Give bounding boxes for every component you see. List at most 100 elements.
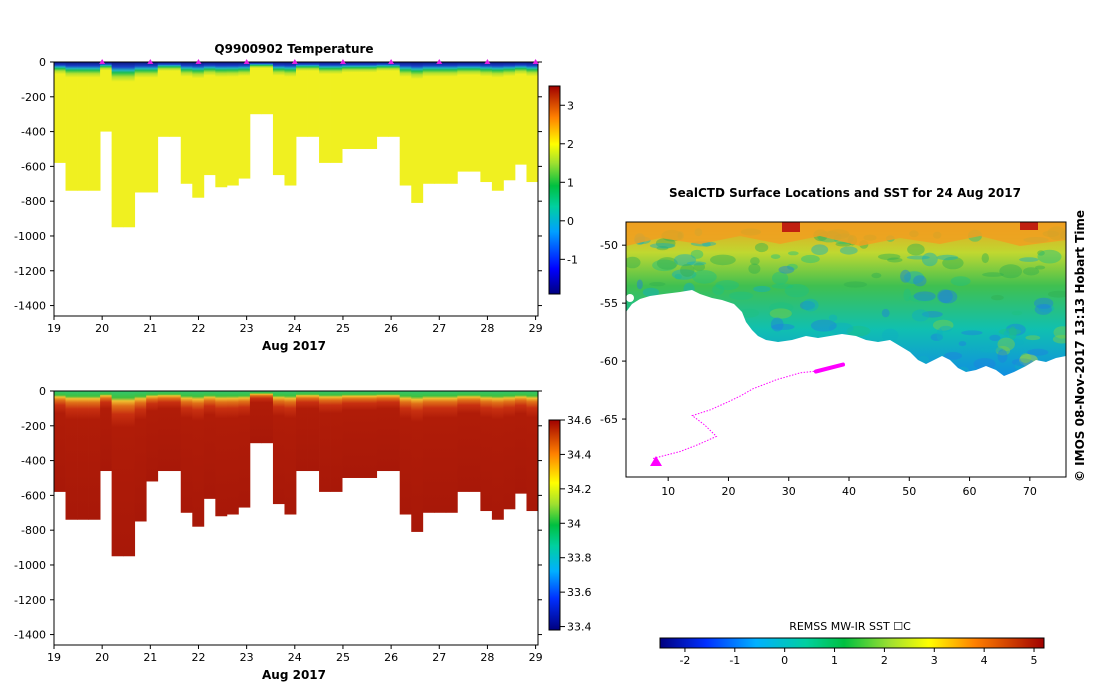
x-tick-label: 26 — [384, 322, 398, 335]
temperature-title: Q9900902 Temperature — [214, 42, 373, 56]
profile-marker — [436, 59, 443, 64]
profile-column — [422, 391, 435, 513]
y-tick-label: -1400 — [14, 629, 46, 642]
profile-column — [457, 62, 470, 172]
profile-column — [353, 62, 366, 149]
y-tick-label: -800 — [21, 195, 46, 208]
x-tick-label: 23 — [240, 651, 254, 664]
profile-column — [411, 62, 424, 203]
x-tick-label: 29 — [529, 651, 543, 664]
temperature-xlabel: Aug 2017 — [262, 339, 326, 353]
profile-column — [503, 62, 516, 181]
profile-column — [100, 62, 113, 132]
colorbar-tick-label: 1 — [567, 176, 574, 189]
profile-column — [353, 391, 366, 478]
x-tick-label: 24 — [288, 322, 302, 335]
colorbar-tick-label: 33.6 — [567, 586, 592, 599]
profile-column — [226, 391, 239, 515]
profile-column — [111, 62, 124, 228]
profile-column — [457, 391, 470, 492]
map-x-tick-label: 30 — [782, 485, 796, 498]
x-tick-label: 20 — [95, 651, 109, 664]
profile-column — [376, 62, 389, 137]
profile-column — [514, 62, 527, 165]
profile-marker — [243, 59, 250, 64]
profile-column — [77, 62, 89, 191]
profile-marker — [484, 59, 491, 64]
profile-column — [365, 391, 378, 478]
sst-map: SealCTD Surface Locations and SST for 24… — [600, 186, 1087, 667]
colorbar-tick-label: 33.4 — [567, 621, 592, 634]
salinity-xlabel: Aug 2017 — [262, 668, 326, 682]
profile-column — [123, 391, 136, 557]
y-tick-label: 0 — [39, 385, 46, 398]
colorbar-tick-label: 34.2 — [567, 483, 592, 496]
map-y-tick-label: -55 — [600, 297, 618, 310]
map-title: SealCTD Surface Locations and SST for 24… — [669, 186, 1021, 200]
profile-column — [123, 62, 136, 228]
profile-column — [445, 391, 458, 513]
profile-column — [434, 62, 447, 184]
profile-column — [319, 62, 331, 163]
profile-column — [249, 391, 262, 444]
track-start-marker — [650, 456, 662, 466]
colorbar-tick-label: 2 — [567, 138, 574, 151]
antarctica-land — [626, 290, 1066, 477]
sst-colorbar-tick-label: -1 — [729, 654, 740, 667]
profile-column — [238, 62, 251, 179]
x-tick-label: 22 — [191, 322, 205, 335]
y-tick-label: -800 — [21, 524, 46, 537]
x-tick-label: 21 — [143, 651, 157, 664]
profile-column — [54, 62, 66, 163]
hot-spot — [782, 222, 800, 232]
profile-column — [468, 62, 481, 172]
y-tick-label: -200 — [21, 420, 46, 433]
profile-column — [376, 391, 389, 472]
x-tick-label: 28 — [480, 651, 494, 664]
profile-column — [284, 391, 297, 515]
profile-column — [146, 62, 159, 193]
profile-column — [307, 62, 320, 137]
profile-column — [526, 391, 539, 512]
profile-column — [180, 62, 193, 184]
profile-column — [134, 391, 147, 522]
y-tick-label: -1200 — [14, 265, 46, 278]
profile-column — [203, 62, 216, 176]
profile-marker — [291, 59, 298, 64]
seal-track — [652, 364, 844, 459]
profile-column — [169, 391, 182, 472]
y-tick-label: -1200 — [14, 594, 46, 607]
profile-column — [203, 391, 216, 499]
sst-colorbar-tick-label: 4 — [981, 654, 988, 667]
profile-column — [296, 62, 308, 137]
profile-marker — [147, 59, 154, 64]
profile-column — [342, 62, 355, 149]
profile-column — [491, 391, 504, 520]
x-tick-label: 24 — [288, 651, 302, 664]
x-tick-label: 25 — [336, 651, 350, 664]
profile-marker — [388, 59, 395, 64]
map-x-tick-label: 70 — [1023, 485, 1037, 498]
profile-column — [307, 391, 320, 472]
profile-column — [422, 62, 435, 184]
map-y-tick-label: -60 — [600, 355, 618, 368]
profile-column — [134, 62, 147, 193]
profile-column — [284, 62, 297, 186]
y-tick-label: -1000 — [14, 559, 46, 572]
x-tick-label: 23 — [240, 322, 254, 335]
profile-column — [296, 391, 308, 472]
sst-colorbar — [660, 638, 1044, 648]
x-tick-label: 28 — [480, 322, 494, 335]
profile-column — [411, 391, 424, 532]
profile-column — [342, 391, 355, 478]
salinity-colorbar — [549, 420, 560, 630]
profile-column — [192, 62, 205, 198]
x-tick-label: 29 — [529, 322, 543, 335]
profile-column — [111, 391, 124, 557]
y-tick-label: -1400 — [14, 300, 46, 313]
map-y-tick-label: -65 — [600, 413, 618, 426]
x-tick-label: 27 — [432, 651, 446, 664]
colorbar-tick-label: 33.8 — [567, 552, 592, 565]
profile-column — [157, 62, 170, 137]
warm-band — [626, 222, 1066, 246]
